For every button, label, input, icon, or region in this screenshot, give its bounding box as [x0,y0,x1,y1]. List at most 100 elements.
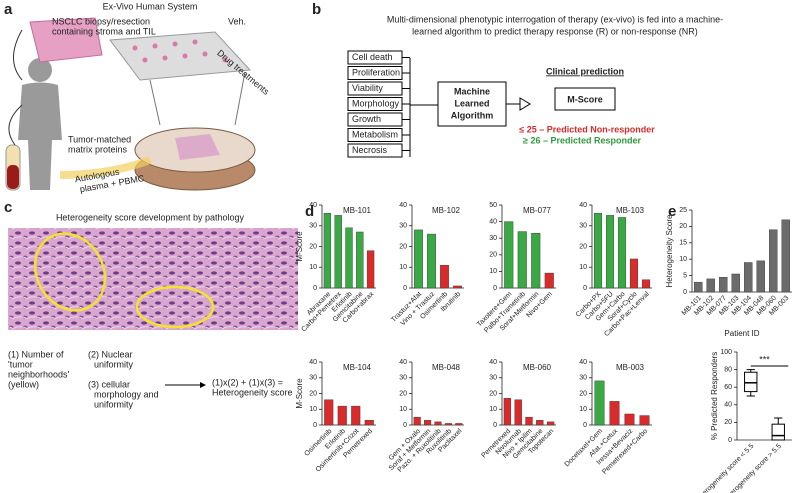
chart-title: MB-060 [523,363,552,372]
bar [517,231,527,289]
annotation: *** [759,354,770,364]
panel-a-title: Ex-Vivo Human System [103,1,198,11]
y-tick-label: 20 [679,223,687,230]
y-tick-label: 40 [399,359,407,366]
bar [593,213,603,289]
feature-text: Necrosis [352,145,388,155]
bar [536,420,544,426]
responder: ≥ 26 – Predicted Responder [523,135,641,145]
y-axis-label: M-Score [295,378,304,409]
panel-c-title: Heterogeneity score development by patho… [56,212,245,222]
panel-b-title: learned algorithm to predict therapy res… [412,26,698,36]
panel-label: b [312,1,321,18]
y-tick-label: 0 [583,285,587,292]
step-text: (1) Number of [8,349,64,359]
panel-a-illustration [5,17,256,191]
algorithm-box [437,81,507,127]
bar [641,279,651,289]
bar [434,421,442,426]
bar [503,398,512,426]
panel-a-text: NSCLC biopsy/resection [52,16,150,26]
bar [455,423,463,426]
y-tick-label: 10 [399,406,407,413]
box [744,371,758,393]
step-text: 'tumor [8,359,33,369]
bar [413,416,421,426]
bar [427,233,436,289]
y-tick-label: 100 [720,349,732,356]
y-tick-label: 10 [489,406,497,413]
y-tick-label: 30 [399,223,407,230]
y-tick-label: 40 [489,218,497,225]
y-tick-label: 0 [583,422,587,429]
bar [694,281,703,293]
bar [629,258,639,289]
panel-label: d [305,203,314,220]
y-tick-label: 10 [489,268,497,275]
y-tick-label: 40 [399,202,407,209]
bar [781,219,790,293]
y-tick-label: 40 [579,359,587,366]
y-axis-label: % Predicted Responders [710,352,719,441]
y-tick-label: 0 [728,437,732,444]
y-tick-label: 10 [399,264,407,271]
bar [323,213,332,289]
y-tick-label: 20 [309,243,317,250]
histology-image [8,228,298,330]
bar [324,399,334,426]
y-tick-label: 30 [579,375,587,382]
chart-title: MB-102 [432,206,461,215]
bar [769,229,778,293]
panel-a-text: Veh. [228,16,246,26]
bar [546,421,555,426]
panel-b-title: Multi-dimensional phenotypic interrogati… [387,14,723,24]
feature-text: Metabolism [352,129,398,139]
y-tick-label: 40 [579,202,587,209]
step-text: neighborhoods' [8,369,70,379]
y-tick-label: 10 [579,406,587,413]
formula: Heterogeneity score [212,387,293,397]
y-tick-label: 0 [313,285,317,292]
y-tick-label: 40 [309,359,317,366]
panel-label: a [4,1,13,18]
y-tick-label: 5 [683,272,687,279]
bar [440,264,449,289]
bar [444,423,452,426]
chart-title: MB-048 [432,363,461,372]
feature-list: Cell death Proliferation Viability Morpholo… [347,50,410,158]
y-tick-label: 30 [309,375,317,382]
feature-text: Morphology [352,98,400,108]
y-tick-label: 20 [579,243,587,250]
chart-title: MB-003 [616,363,645,372]
panel-label: c [4,199,12,216]
y-tick-label: 20 [489,390,497,397]
panel-a-text: containing stroma and TIL [52,26,156,36]
bar [624,413,635,426]
y-tick-label: 30 [489,235,497,242]
bar [514,399,522,426]
panel-a-text: matrix proteins [68,144,128,154]
y-tick-label: 0 [683,289,687,296]
y-tick-label: 80 [724,366,732,373]
step-text: (2) Nuclear [88,349,133,359]
y-tick-label: 20 [489,252,497,259]
y-tick-label: 20 [399,243,407,250]
y-tick-label: 50 [489,202,497,209]
y-tick-label: 0 [493,422,497,429]
panel-label: e [668,203,676,220]
algorithm-text: Algorithm [451,110,494,120]
algorithm-text: Machine [454,86,490,96]
panel-a-text: Tumor-matched [68,134,131,144]
bar [639,415,650,426]
bar [366,250,375,289]
y-axis-label: Heterogeneity Score [665,214,674,287]
score-box [554,87,616,111]
bar [719,277,728,293]
chart-title: MB-104 [343,363,372,372]
y-tick-label: 30 [309,223,317,230]
y-tick-label: 20 [399,390,407,397]
step-text: morphology and [94,389,159,399]
step-text: (3) cellular [88,379,130,389]
y-tick-label: 20 [309,390,317,397]
